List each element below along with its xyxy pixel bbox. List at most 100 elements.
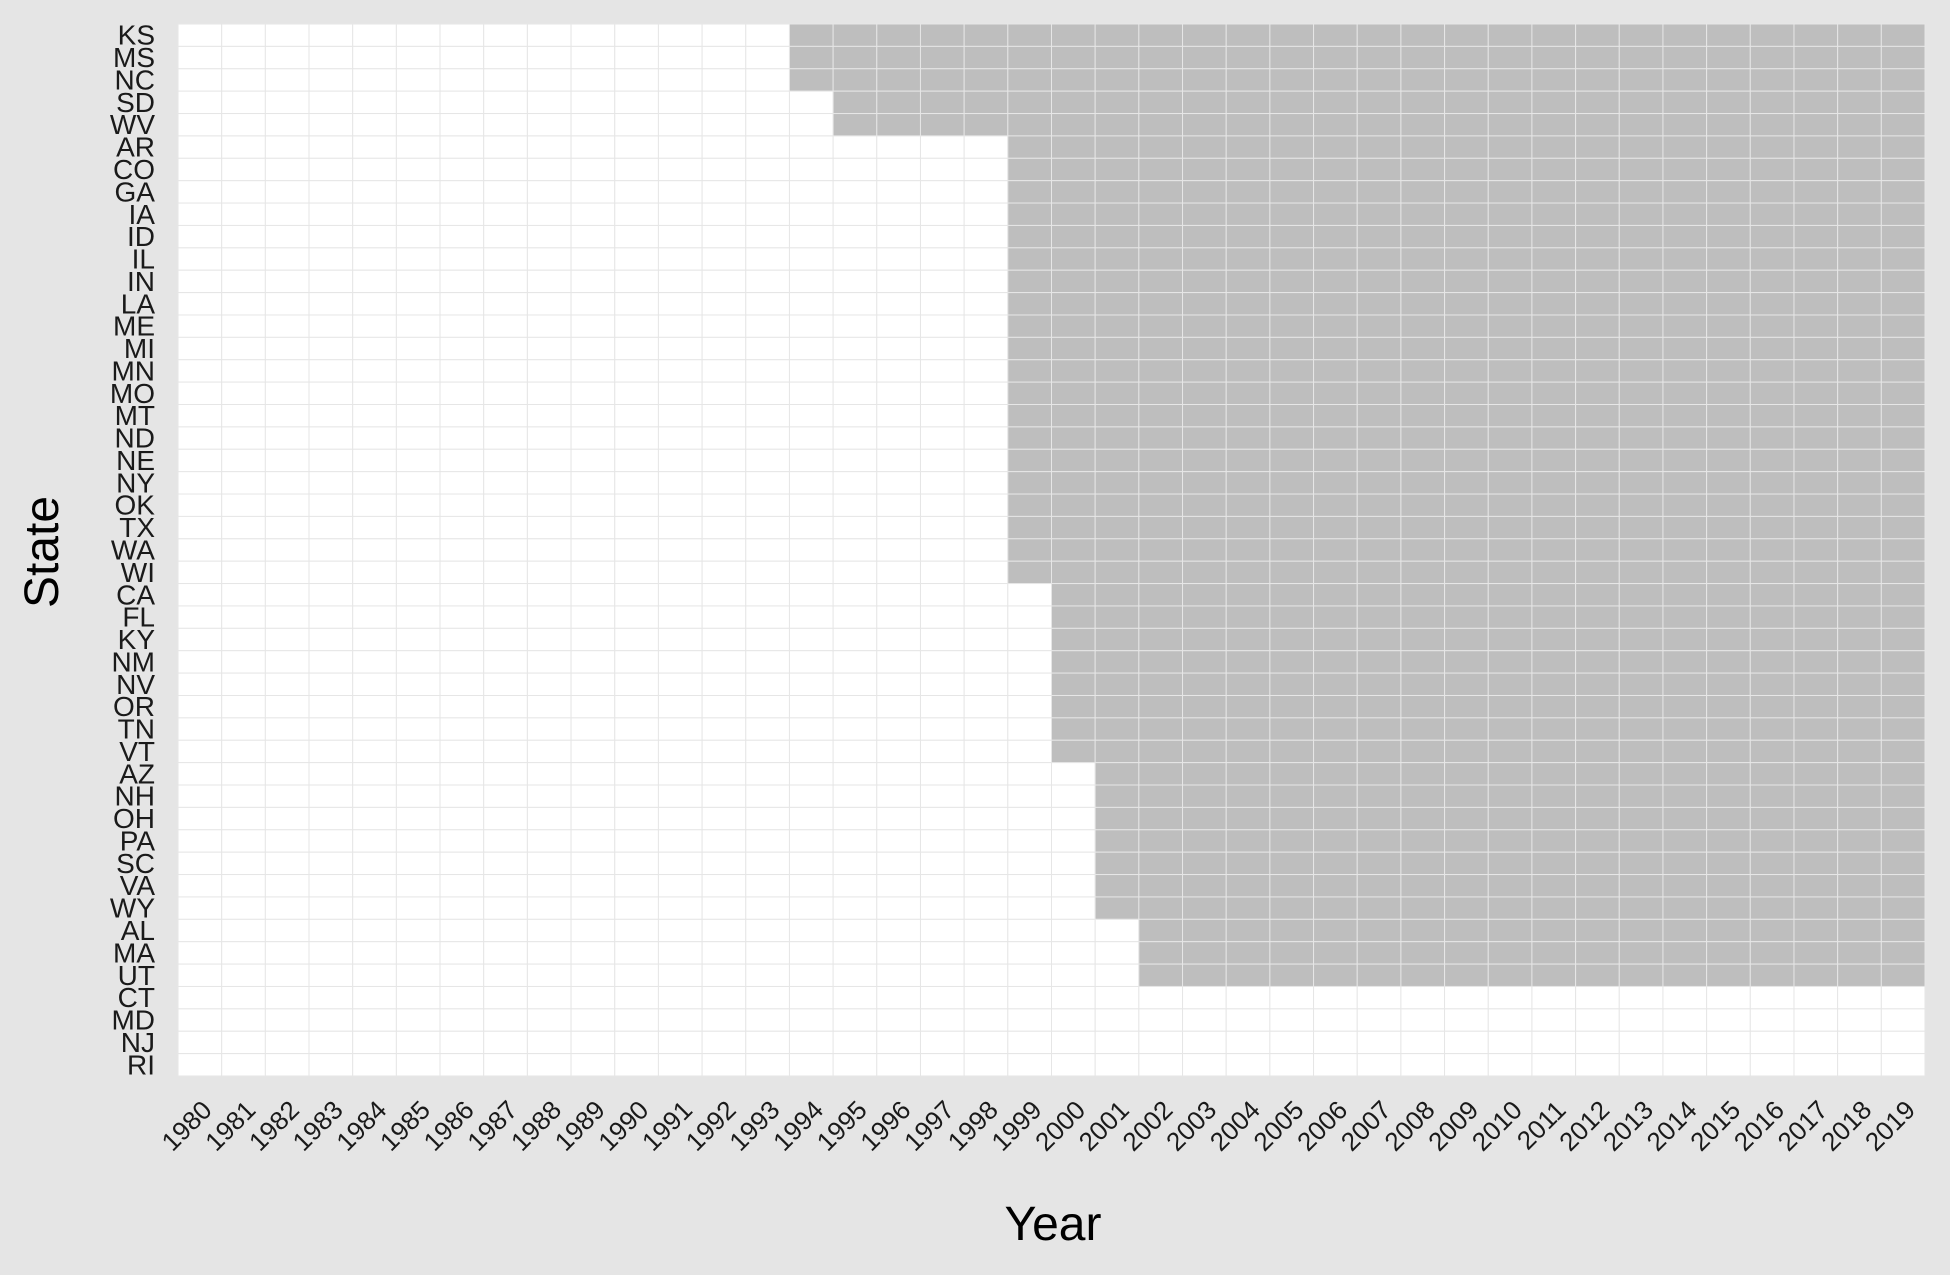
heatmap-cell-ME-1991 [657,314,703,338]
heatmap-cell-TN-1994 [788,717,834,741]
y-axis-title: State [16,496,69,608]
heatmap-cell-WV-1986 [439,113,485,137]
heatmap-cell-WI-1986 [439,560,485,585]
heatmap-cell-ID-1998 [963,224,1009,249]
heatmap-cell-WA-1986 [439,538,485,562]
heatmap-cell-WV-1981 [221,113,266,137]
heatmap-cell-MD-2005 [1269,1008,1315,1032]
heatmap-cell-TX-2006 [1313,515,1358,540]
heatmap-cell-OH-1986 [439,806,485,831]
heatmap-cell-WY-1980 [177,896,223,920]
heatmap-cell-VA-2004 [1225,874,1271,898]
heatmap-cell-CA-1996 [876,583,921,607]
heatmap-cell-KY-2016 [1749,627,1795,652]
heatmap-cell-MI-1993 [745,336,790,361]
heatmap-cell-SD-2010 [1487,90,1533,115]
heatmap-cell-MA-2010 [1487,941,1533,965]
heatmap-cell-IN-2009 [1444,269,1489,294]
heatmap-cell-OH-1987 [483,806,528,831]
heatmap-cell-NE-2016 [1749,448,1795,473]
heatmap-cell-MD-1983 [308,1008,354,1032]
heatmap-cell-FL-2013 [1618,605,1664,629]
heatmap-cell-OH-1997 [919,806,965,831]
heatmap-cell-PA-1994 [788,829,834,853]
heatmap-cell-NV-2008 [1400,672,1446,696]
heatmap-cell-NJ-2008 [1400,1030,1446,1055]
heatmap-cell-AL-1988 [526,918,572,943]
heatmap-cell-WY-2001 [1094,896,1140,920]
heatmap-cell-MI-1981 [221,336,266,361]
heatmap-cell-VA-2019 [1880,874,1926,898]
heatmap-cell-NE-1991 [657,448,703,473]
heatmap-cell-NE-1985 [395,448,441,473]
heatmap-cell-NH-2012 [1575,784,1620,808]
heatmap-cell-OH-1988 [526,806,572,831]
heatmap-cell-VT-2018 [1837,739,1882,764]
heatmap-cell-MS-1998 [963,45,1009,70]
heatmap-cell-FL-2007 [1356,605,1402,629]
heatmap-cell-MT-1985 [395,404,441,428]
heatmap-cell-MS-1986 [439,45,485,70]
heatmap-cell-OR-2014 [1662,694,1708,719]
heatmap-cell-NJ-1999 [1007,1030,1053,1055]
heatmap-cell-NM-1998 [963,650,1009,674]
heatmap-cell-NJ-2019 [1880,1030,1926,1055]
heatmap-cell-VA-1992 [701,874,747,898]
heatmap-cell-OR-2019 [1880,694,1926,719]
heatmap-cell-IA-1992 [701,202,747,226]
heatmap-cell-LA-2018 [1837,292,1882,316]
heatmap-cell-IN-2017 [1793,269,1839,294]
heatmap-cell-ID-2018 [1837,224,1882,249]
heatmap-cell-OR-1992 [701,694,747,719]
heatmap-cell-VA-1999 [1007,874,1053,898]
heatmap-cell-VA-1983 [308,874,354,898]
heatmap-cell-MD-1988 [526,1008,572,1032]
heatmap-cell-VA-2017 [1793,874,1839,898]
heatmap-cell-OR-1996 [876,694,921,719]
heatmap-cell-NM-1997 [919,650,965,674]
heatmap-cell-MD-2004 [1225,1008,1271,1032]
heatmap-cell-NE-1988 [526,448,572,473]
heatmap-cell-FL-1992 [701,605,747,629]
heatmap-cell-KS-1993 [745,23,790,47]
heatmap-cell-OH-2012 [1575,806,1620,831]
heatmap-cell-TX-1981 [221,515,266,540]
heatmap-cell-VA-2016 [1749,874,1795,898]
heatmap-cell-NE-1998 [963,448,1009,473]
heatmap-cell-AZ-2001 [1094,762,1140,786]
heatmap-cell-RI-2013 [1618,1053,1664,1077]
heatmap-cell-VA-1989 [570,874,616,898]
heatmap-cell-MN-1984 [352,359,397,383]
heatmap-cell-CO-2014 [1662,157,1708,182]
heatmap-cell-IL-2013 [1618,247,1664,271]
heatmap-cell-VA-2001 [1094,874,1140,898]
heatmap-cell-WY-2016 [1749,896,1795,920]
heatmap-cell-WA-2019 [1880,538,1926,562]
heatmap-cell-NC-2018 [1837,68,1882,92]
heatmap-cell-ND-1999 [1007,426,1053,450]
heatmap-cell-WY-1992 [701,896,747,920]
heatmap-cell-WV-1992 [701,113,747,137]
heatmap-cell-SD-1982 [264,90,310,115]
heatmap-cell-AZ-1984 [352,762,397,786]
heatmap-cell-KS-2010 [1487,23,1533,47]
heatmap-cell-VT-1997 [919,739,965,764]
heatmap-cell-MN-2002 [1138,359,1184,383]
heatmap-cell-IN-1992 [701,269,747,294]
heatmap-cell-OR-2013 [1618,694,1664,719]
heatmap-cell-MA-1983 [308,941,354,965]
heatmap-cell-OH-1980 [177,806,223,831]
heatmap-cell-SC-2015 [1706,851,1751,876]
heatmap-cell-NY-1982 [264,471,310,495]
heatmap-cell-AR-2009 [1444,135,1489,159]
heatmap-cell-RI-1995 [832,1053,878,1077]
heatmap-cell-ME-1986 [439,314,485,338]
heatmap-cell-ND-1985 [395,426,441,450]
heatmap-cell-MN-1995 [832,359,878,383]
heatmap-cell-TN-2006 [1313,717,1358,741]
heatmap-cell-KS-2019 [1880,23,1926,47]
heatmap-cell-SD-2003 [1182,90,1227,115]
heatmap-cell-OK-1999 [1007,493,1053,517]
heatmap-cell-ID-1999 [1007,224,1053,249]
heatmap-cell-WY-2015 [1706,896,1751,920]
